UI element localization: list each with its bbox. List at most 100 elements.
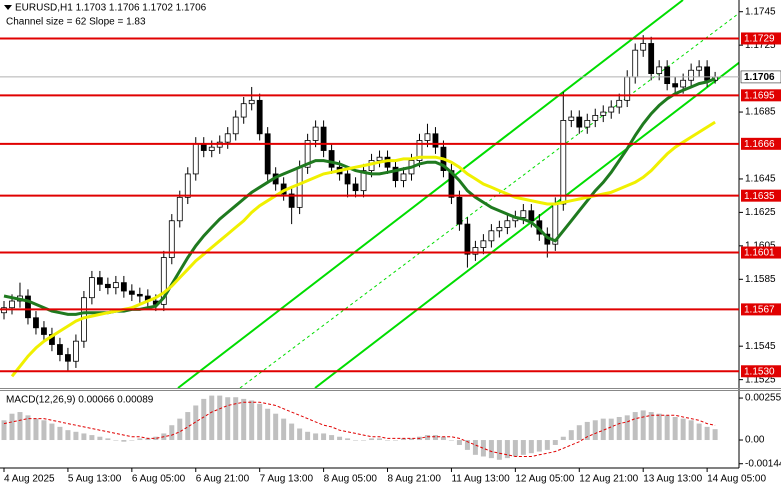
- level-label-box: [741, 137, 781, 150]
- level-label-box: [741, 365, 781, 378]
- macd-bar: [712, 429, 718, 441]
- candle-body: [680, 79, 687, 88]
- macd-bar: [393, 440, 399, 441]
- candle-body: [232, 116, 239, 135]
- channel-mid: [239, 13, 739, 388]
- candle-body: [176, 196, 183, 222]
- macd-bar: [369, 438, 375, 441]
- candle-body: [88, 277, 95, 299]
- macd-bar: [353, 440, 359, 441]
- candle-body: [584, 120, 591, 128]
- y-tick-label: 1.1645: [745, 174, 776, 185]
- macd-bar: [680, 418, 686, 441]
- level-label-box: [741, 32, 781, 45]
- macd-bar: [408, 438, 414, 441]
- macd-bar: [73, 431, 79, 441]
- candle-body: [352, 183, 359, 192]
- macd-bar: [592, 420, 598, 441]
- macd-bar: [472, 440, 478, 455]
- candle-body: [57, 344, 63, 355]
- macd-bar: [480, 440, 486, 457]
- macd-bar: [656, 413, 662, 441]
- macd-bar: [600, 418, 606, 441]
- macd-bar: [696, 423, 702, 441]
- candle-body: [224, 133, 231, 143]
- candle-body: [472, 247, 479, 255]
- macd-bar: [520, 440, 526, 455]
- candle-body: [496, 227, 503, 232]
- macd-bar: [424, 435, 430, 441]
- last-price-box: [740, 70, 781, 84]
- macd-bar: [9, 413, 15, 441]
- macd-bar: [113, 440, 119, 441]
- candle-body: [616, 99, 623, 108]
- x-tick-label: 8 Aug 05:00: [324, 474, 378, 485]
- x-tick-label: 6 Aug 05:00: [132, 474, 186, 485]
- candle-body: [25, 295, 31, 319]
- x-tick-label: 5 Aug 13:00: [68, 474, 122, 485]
- macd-bar: [89, 435, 95, 441]
- macd-bar: [249, 400, 255, 441]
- chart-subtitle: Channel size = 62 Slope = 1.83: [6, 17, 146, 28]
- candle-body: [520, 210, 527, 218]
- level-label: 1.1530: [744, 366, 775, 377]
- candle-body: [344, 173, 351, 185]
- macd-bar: [632, 412, 638, 441]
- candle-body: [600, 111, 607, 116]
- macd-bar: [504, 440, 510, 459]
- macd-bar: [273, 413, 279, 441]
- channel-line: [314, 61, 739, 388]
- macd-bar: [552, 440, 558, 445]
- candle-body: [632, 49, 639, 78]
- candle-body: [312, 126, 319, 141]
- candle-body: [480, 240, 487, 248]
- candle-body: [672, 83, 679, 88]
- candle-body: [320, 126, 327, 151]
- macd-bar: [560, 436, 566, 441]
- macd-bar: [57, 426, 63, 441]
- macd-bar: [41, 420, 47, 441]
- macd-bar: [448, 440, 454, 441]
- macd-bar: [313, 433, 319, 441]
- level-label: 1.1729: [744, 34, 775, 45]
- macd-bar: [209, 395, 215, 441]
- macd-bar: [464, 440, 470, 450]
- y-tick-label: 1.1745: [745, 6, 776, 17]
- level-label-box: [741, 303, 781, 316]
- candle-body: [120, 282, 127, 292]
- macd-bar: [81, 433, 87, 441]
- macd-bar: [225, 397, 231, 441]
- macd-bar: [185, 412, 191, 441]
- macd-bar: [329, 435, 335, 441]
- candle-body: [112, 282, 119, 289]
- candle-body: [104, 283, 111, 289]
- macd-bar: [401, 438, 406, 441]
- macd-bar: [440, 436, 446, 441]
- candle-body: [488, 230, 495, 242]
- y-tick-label: 1.1725: [745, 40, 776, 51]
- symbol-icon: [4, 5, 12, 10]
- channel-line: [177, 0, 684, 388]
- macd-bar: [121, 440, 127, 442]
- macd-bar: [664, 415, 670, 441]
- channel: [177, 0, 739, 388]
- macd-bar: [385, 440, 391, 441]
- candle-body: [624, 76, 631, 101]
- candle-body: [96, 277, 103, 285]
- candle-body: [704, 66, 711, 81]
- candle-body: [696, 66, 703, 71]
- macd-bar: [616, 416, 622, 441]
- macd-bar: [648, 412, 654, 441]
- macd-bar: [105, 438, 111, 441]
- candle-body: [576, 116, 583, 128]
- candle-body: [296, 166, 303, 208]
- candle-body: [184, 173, 191, 198]
- macd-bar: [193, 405, 199, 441]
- candle-body: [288, 193, 295, 208]
- macd-bar: [321, 433, 327, 441]
- candle-body: [392, 166, 399, 182]
- candle-body: [73, 340, 79, 362]
- macd-bar: [345, 438, 351, 441]
- candle-body: [328, 150, 335, 168]
- macd-bar: [640, 410, 646, 441]
